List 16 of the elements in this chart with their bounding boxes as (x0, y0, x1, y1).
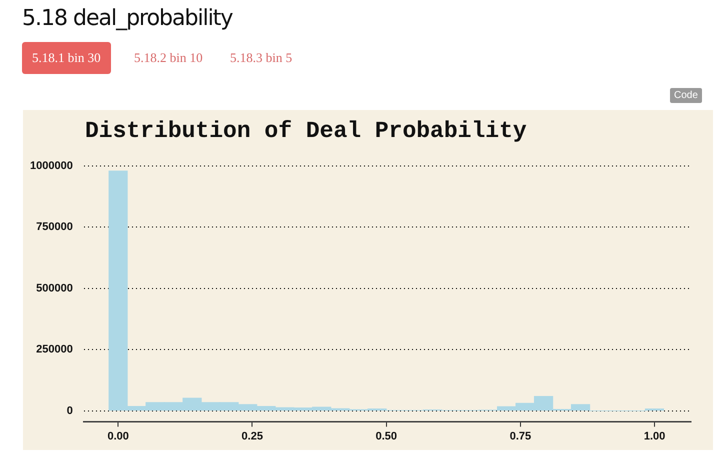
text: 5.18.3 bin 5 (229, 49, 294, 67)
chart-title: Distribution of Deal Probability (84, 118, 528, 144)
x-tick-label: 0.75 (510, 430, 532, 442)
x-tick-label: 1.00 (644, 430, 666, 442)
y-tick-label: 750000 (36, 221, 73, 234)
y-tick-label: 500000 (36, 282, 73, 294)
text: 5.18.2 bin 10 (133, 49, 204, 67)
x-tick-label: 0.50 (376, 430, 398, 442)
y-tick-label: 1000000 (30, 160, 73, 172)
x-tick-label: 0.25 (242, 430, 263, 442)
y-tick-label: 0 (66, 404, 73, 417)
text: Code (670, 88, 702, 103)
x-tick-label: 0.00 (107, 430, 129, 442)
text: 5.18 deal_probability (22, 6, 232, 31)
y-tick-label: 250000 (36, 344, 73, 356)
text: 5.18.1 bin 30 (22, 42, 111, 74)
